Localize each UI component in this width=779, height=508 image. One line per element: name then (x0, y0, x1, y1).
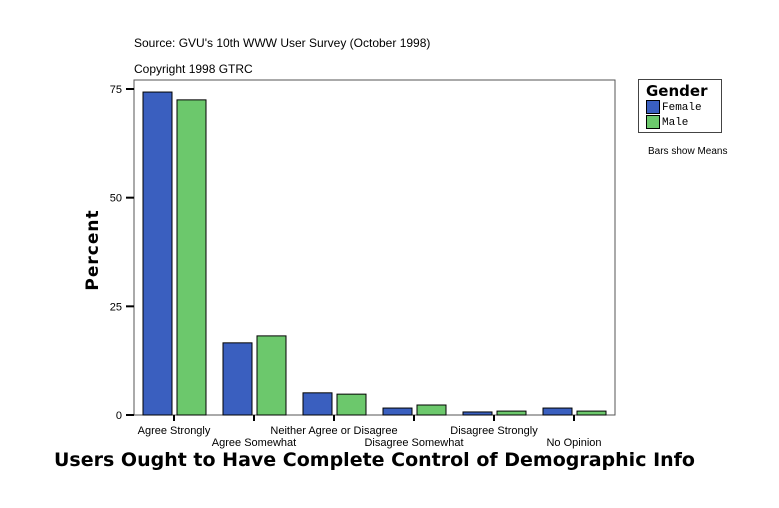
legend-item-female: Female (646, 100, 702, 114)
bar-male (336, 393, 367, 416)
legend: Gender Female Male (638, 79, 722, 133)
bar-male (256, 335, 287, 416)
x-tick-label: Agree Somewhat (212, 437, 296, 449)
y-tick-label: 50 (110, 193, 122, 205)
x-tick-label: No Opinion (546, 437, 601, 449)
bar-female (222, 342, 253, 416)
bar-female (542, 407, 573, 416)
bar-female (302, 392, 333, 416)
y-tick-label: 0 (116, 410, 122, 422)
chart-title: Users Ought to Have Complete Control of … (54, 449, 695, 471)
plot-frame (133, 79, 616, 416)
x-tick-label: Disagree Somewhat (364, 437, 463, 449)
legend-label: Female (662, 101, 702, 114)
legend-label: Male (662, 116, 689, 129)
x-tick-label: Neither Agree or Disagree (270, 425, 397, 437)
copyright-text: Copyright 1998 GTRC (134, 62, 253, 76)
bar-male (416, 404, 447, 416)
bar-female (462, 411, 493, 416)
bar-male (576, 410, 607, 416)
y-axis-label: Percent (83, 209, 103, 290)
bar-male (176, 99, 207, 416)
y-tick-label: 75 (110, 84, 122, 96)
legend-item-male: Male (646, 115, 688, 129)
bar-female (142, 91, 173, 416)
x-tick-label: Disagree Strongly (450, 425, 538, 437)
legend-swatch-male (646, 115, 660, 129)
source-text: Source: GVU's 10th WWW User Survey (Octo… (134, 36, 431, 50)
legend-title: Gender (646, 82, 708, 100)
x-tick-label: Agree Strongly (138, 425, 211, 437)
y-tick-label: 25 (110, 301, 122, 313)
bar-female (382, 407, 413, 416)
bar-male (496, 410, 527, 416)
bars-note: Bars show Means (648, 146, 728, 157)
legend-swatch-female (646, 100, 660, 114)
